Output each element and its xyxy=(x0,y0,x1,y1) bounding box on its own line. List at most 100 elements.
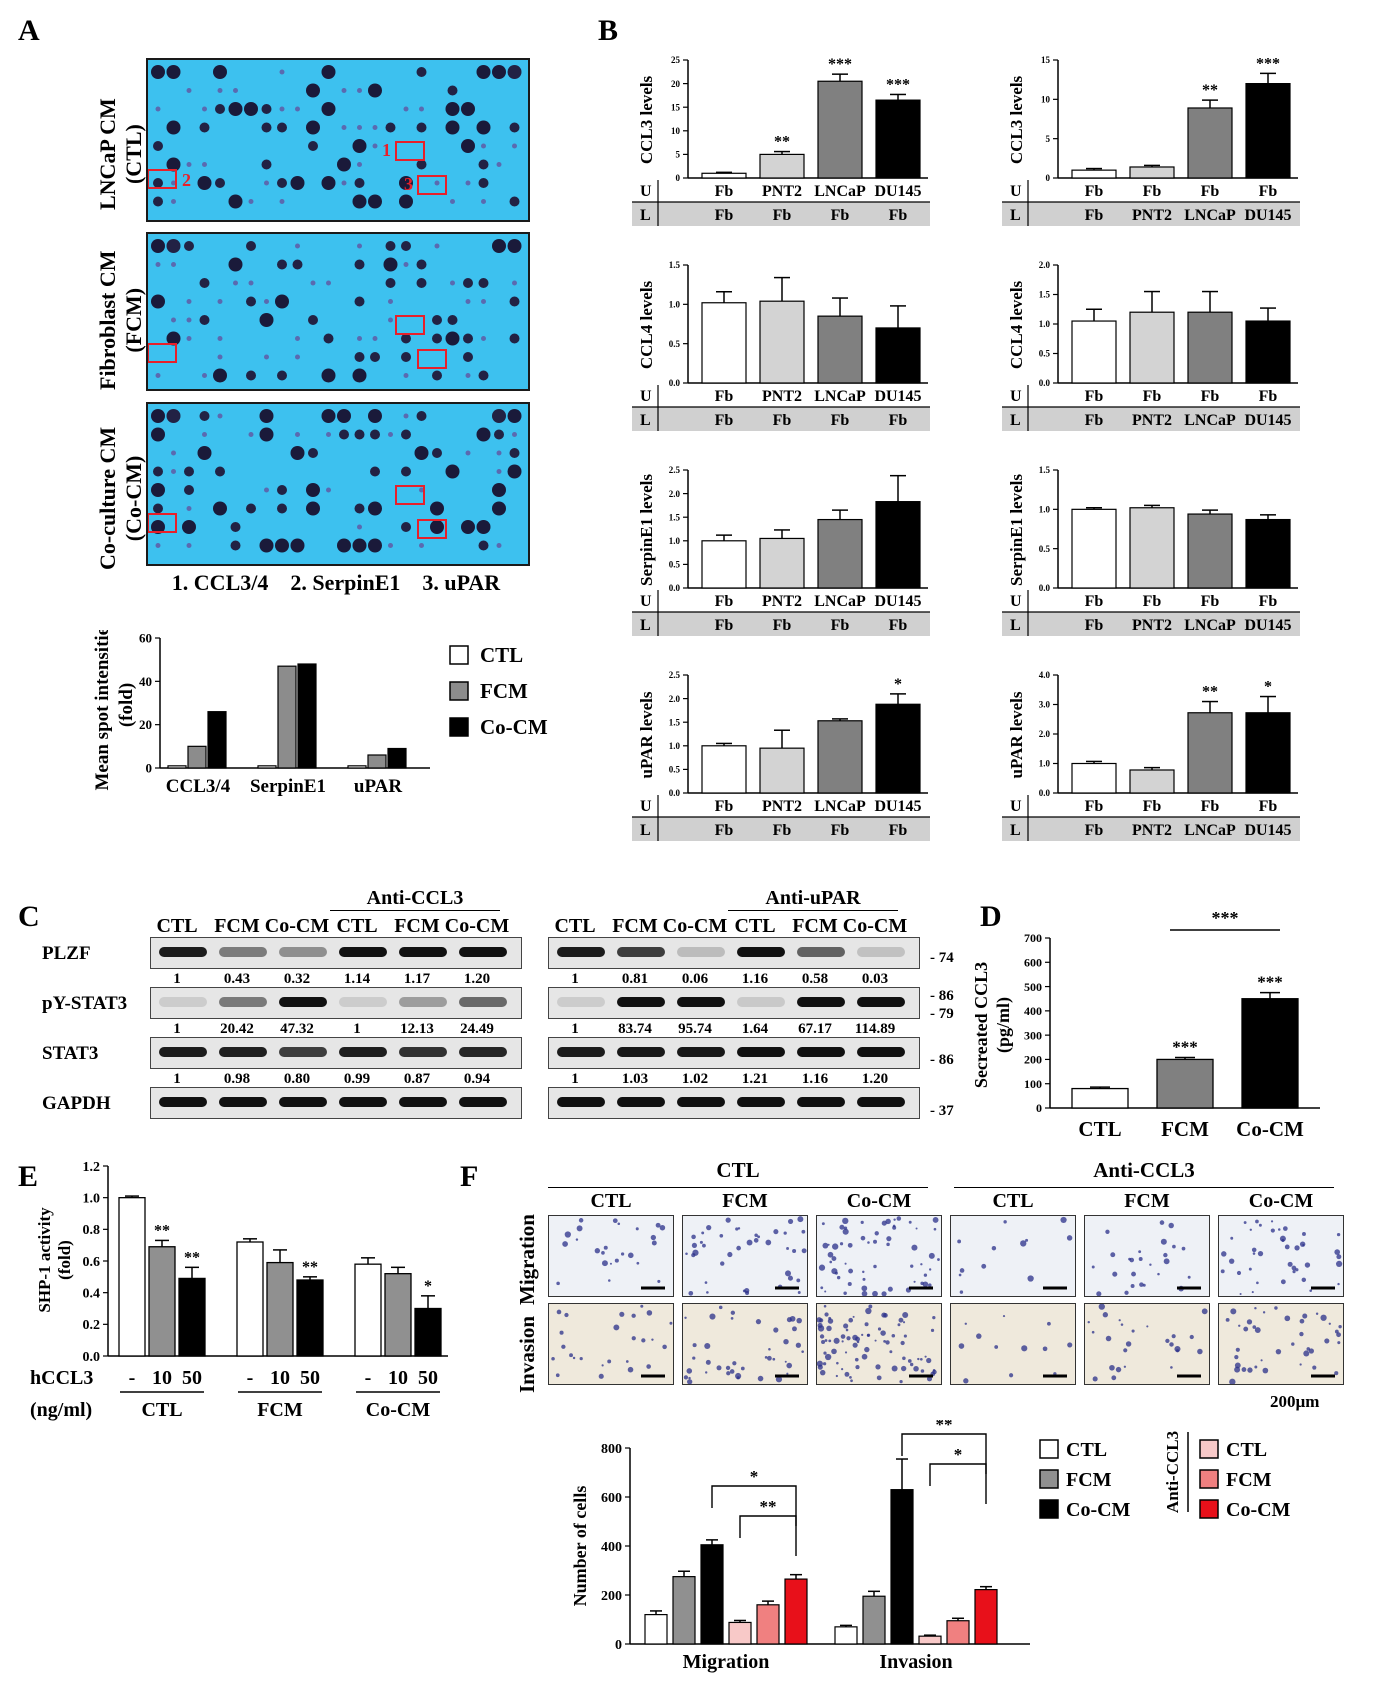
array-spot xyxy=(368,501,382,516)
l-cell: LNCaP xyxy=(1184,412,1236,429)
kda-marker: - 37 xyxy=(930,1103,954,1119)
micrograph xyxy=(1218,1303,1344,1386)
array-spot xyxy=(166,120,181,135)
cell-dot xyxy=(1157,1272,1160,1276)
array-spot xyxy=(399,176,413,190)
band-quant: 0.99 xyxy=(343,1071,371,1087)
cell-dot xyxy=(843,1323,849,1329)
y-tick-label: 4.0 xyxy=(1039,670,1051,680)
band xyxy=(857,997,905,1007)
cells xyxy=(556,1218,666,1290)
cell-dot xyxy=(726,1371,731,1376)
y-label-line1: Mean spot intensities xyxy=(92,630,113,791)
cell-dot xyxy=(1189,1334,1194,1340)
array-spot xyxy=(295,354,300,360)
cell-dot xyxy=(732,1361,737,1366)
l-cell: LNCaP xyxy=(1184,207,1236,224)
anti-label: Anti-CCL3 xyxy=(330,887,500,911)
cell-dot xyxy=(1175,1349,1180,1353)
array-spot xyxy=(478,370,489,381)
y-tick-label: 0.5 xyxy=(1039,544,1051,554)
band-quant: 0.94 xyxy=(463,1071,491,1087)
band xyxy=(459,1097,507,1107)
legend-swatch xyxy=(1199,1439,1219,1459)
bar xyxy=(148,1246,176,1357)
cell-dot xyxy=(920,1263,923,1266)
cell-dot xyxy=(686,1368,693,1374)
kda-marker: - 86 xyxy=(930,988,954,1004)
highlight-box xyxy=(417,175,447,195)
cell-dot xyxy=(787,1275,793,1281)
y-tick-label: 100 xyxy=(1024,1077,1042,1091)
array-spot xyxy=(481,299,486,304)
y-tick-label: 0 xyxy=(1046,173,1051,183)
cell-dot xyxy=(578,1218,584,1223)
u-cell: Fb xyxy=(1201,593,1220,610)
y-tick-label: 5 xyxy=(1046,134,1051,144)
blot-strip-py-stat3 xyxy=(150,987,522,1019)
array-spot xyxy=(155,106,161,112)
dose-label: 10 xyxy=(388,1367,408,1389)
cell-dot xyxy=(1336,1332,1341,1338)
cell-dot xyxy=(831,1256,837,1261)
band xyxy=(219,1097,267,1107)
cell-dot xyxy=(716,1365,722,1371)
cell-dot xyxy=(1105,1229,1110,1234)
array-spot xyxy=(401,352,411,362)
cell-dot xyxy=(932,1316,936,1320)
array-spot xyxy=(246,503,256,514)
bracket-sig: ** xyxy=(936,1420,953,1434)
significance: ** xyxy=(1202,684,1218,701)
y-tick-label: 0.0 xyxy=(1039,378,1051,388)
band xyxy=(677,947,725,957)
cell-dot xyxy=(923,1273,928,1277)
cell-dot xyxy=(926,1376,933,1382)
y-tick-label: 200 xyxy=(1024,1053,1042,1067)
array-spot xyxy=(264,487,269,493)
cell-dot xyxy=(801,1350,804,1353)
array-spot xyxy=(277,178,287,188)
y-tick-label: 25 xyxy=(671,55,681,65)
array-spot xyxy=(509,448,520,458)
band xyxy=(459,947,507,957)
legend-label: Co-CM xyxy=(1226,1499,1291,1521)
cells xyxy=(1220,1219,1343,1296)
lane-label: Co-CM xyxy=(662,915,728,937)
cell-dot xyxy=(655,1222,661,1228)
array-spot xyxy=(481,336,486,341)
band xyxy=(617,1097,665,1107)
cells xyxy=(1091,1220,1201,1297)
cell-dot xyxy=(981,1263,987,1269)
array-spot xyxy=(171,262,176,267)
bar xyxy=(672,1576,696,1645)
band xyxy=(399,997,447,1007)
l-row-bg xyxy=(1002,612,1300,636)
array-spot xyxy=(186,543,192,548)
bar xyxy=(1187,712,1233,794)
bar xyxy=(236,1241,264,1357)
bar xyxy=(817,315,863,384)
cell-dot xyxy=(862,1270,865,1274)
array-spot xyxy=(357,336,362,341)
cell-dot xyxy=(1112,1271,1118,1277)
cell-dot xyxy=(1172,1244,1176,1249)
bar-ctl xyxy=(167,765,187,769)
cell-dot xyxy=(1270,1228,1275,1233)
cell-dot xyxy=(833,1337,840,1344)
array-spot xyxy=(401,333,411,344)
array-spot xyxy=(321,368,336,383)
y-label-line2: (pg/ml) xyxy=(993,997,1014,1053)
bar xyxy=(1071,320,1117,384)
array-spot xyxy=(155,373,161,378)
cell-dot xyxy=(735,1227,739,1231)
cell-dot xyxy=(1020,1240,1027,1247)
cell-dot xyxy=(1234,1366,1241,1373)
f-col-label: CTL xyxy=(992,1190,1034,1212)
array-spot xyxy=(496,469,502,474)
cell-dot xyxy=(881,1312,887,1318)
array-spot xyxy=(385,122,396,133)
array-spot xyxy=(230,522,241,532)
y-tick-label: 2.0 xyxy=(1039,260,1051,270)
cell-dot xyxy=(915,1227,918,1230)
cell-dot xyxy=(1129,1257,1135,1263)
